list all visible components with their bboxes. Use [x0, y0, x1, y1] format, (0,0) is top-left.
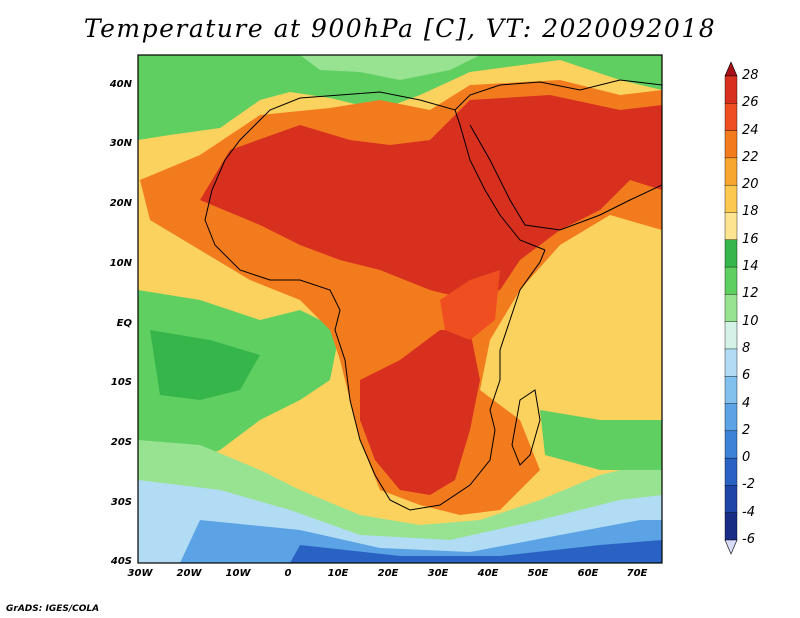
- colorbar-tick-label: 4: [742, 395, 751, 411]
- lat-label-40n: 40N: [109, 79, 132, 90]
- southern-africa-hot-core: [360, 330, 480, 495]
- lon-label-60e: 60E: [577, 568, 599, 579]
- colorbar-swatch: [724, 103, 738, 132]
- lon-label-0: 0: [284, 568, 292, 579]
- lat-label-10s: 10S: [110, 377, 132, 388]
- red-sea-west-coast: [454, 109, 546, 251]
- africa-west-south-coast: [204, 159, 546, 511]
- lon-label-30e: 30E: [427, 568, 449, 579]
- colorbar-top-arrow: [724, 61, 738, 77]
- colorbar-tick-label: 0: [742, 450, 751, 466]
- colorbar-tick-label: 8: [742, 340, 751, 356]
- lon-label-50e: 50E: [527, 568, 549, 579]
- lon-label-30w: 30W: [127, 568, 153, 579]
- arabia-coast: [469, 124, 662, 231]
- colorbar-tick-label: -4: [742, 504, 755, 520]
- colorbar-swatch: [724, 403, 738, 432]
- temperature-field: [138, 55, 662, 563]
- colorbar-swatch: [724, 239, 738, 268]
- lon-label-20e: 20E: [377, 568, 399, 579]
- colorbar-swatch: [724, 376, 738, 405]
- colorbar-swatch: [724, 512, 738, 541]
- colorbar-swatch: [724, 130, 738, 159]
- lat-label-40s: 40S: [110, 556, 132, 567]
- colorbar-tick-label: 28: [742, 68, 759, 83]
- lat-label-10n: 10N: [109, 258, 132, 269]
- north-coast: [224, 79, 662, 161]
- lon-label-40e: 40E: [477, 568, 499, 579]
- lat-label-30n: 30N: [109, 138, 132, 149]
- lon-label-70e: 70E: [626, 568, 648, 579]
- sahara-arabia-hot-core: [200, 95, 662, 300]
- colorbar-tick-label: 12: [742, 286, 759, 302]
- colorbar-tick-label: 16: [742, 231, 759, 247]
- grads-credit: GrADS: IGES/COLA: [6, 604, 100, 614]
- colorbar-swatch: [724, 457, 738, 487]
- lat-label-eq: EQ: [116, 318, 132, 329]
- colorbar-swatch: [724, 485, 738, 514]
- colorbar-tick-label: 20: [742, 177, 759, 193]
- lat-label-20s: 20S: [110, 437, 132, 448]
- colorbar-tick-label: 10: [742, 313, 759, 329]
- coastlines: [204, 79, 662, 511]
- lon-label-20w: 20W: [176, 568, 202, 579]
- colorbar-swatch: [724, 266, 738, 296]
- colorbar-tick-label: 18: [742, 204, 759, 220]
- lon-label-10e: 10E: [327, 568, 349, 579]
- colorbar-tick-label: 24: [742, 122, 759, 138]
- east-africa-warm-area: [440, 270, 500, 340]
- colorbar-swatch: [724, 212, 738, 241]
- lat-label-20n: 20N: [109, 198, 132, 209]
- colorbar-bottom-arrow: [724, 539, 738, 555]
- plot-frame: [137, 54, 663, 564]
- colorbar-tick-label: -6: [742, 532, 755, 547]
- colorbar-swatch: [724, 75, 738, 104]
- colorbar-tick-label: 26: [742, 95, 759, 111]
- colorbar-swatch: [724, 294, 738, 323]
- lat-label-30s: 30S: [110, 497, 132, 508]
- indian-ocean-green: [540, 410, 662, 470]
- colorbar-swatch: [724, 348, 738, 377]
- colorbar-tick-label: -2: [742, 477, 755, 493]
- colorbar-tick-label: 6: [742, 368, 751, 384]
- madagascar: [511, 389, 541, 466]
- colorbar-tick-label: 2: [742, 422, 751, 438]
- colorbar-swatch: [724, 430, 738, 459]
- colorbar: [724, 61, 738, 555]
- lon-label-10w: 10W: [225, 568, 251, 579]
- north-cool-band: [138, 55, 662, 140]
- colorbar-tick-label: 22: [742, 149, 759, 165]
- colorbar-swatch: [724, 157, 738, 186]
- colorbar-swatch: [724, 321, 738, 350]
- atlantic-green-core: [150, 330, 260, 400]
- med-cool-area: [300, 55, 480, 80]
- colorbar-tick-label: 14: [742, 259, 759, 275]
- south-ocean-deep-blue: [290, 540, 662, 563]
- map-title: Temperature at 900hPa [C], VT: 202009201…: [83, 14, 717, 43]
- colorbar-swatch: [724, 184, 738, 214]
